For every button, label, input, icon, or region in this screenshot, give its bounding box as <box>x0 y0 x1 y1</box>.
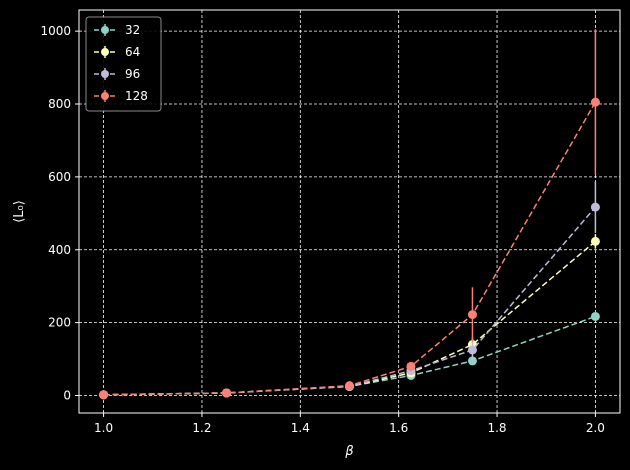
legend-swatch-marker <box>101 48 109 56</box>
legend-item: 128 <box>94 89 148 103</box>
data-point <box>222 388 232 398</box>
data-point <box>345 381 354 391</box>
legend-item: 96 <box>94 67 140 81</box>
y-tick-label: 0 <box>63 389 71 403</box>
legend: 32 64 96 128 <box>85 16 162 112</box>
legend-swatch-marker <box>101 26 109 34</box>
series-line <box>103 101 597 396</box>
legend-label: 32 <box>125 23 140 37</box>
y-tick-label: 600 <box>48 170 71 184</box>
data-point <box>590 236 600 246</box>
x-axis: 1.0 1.2 1.4 1.6 1.8 2.0 <box>94 413 605 435</box>
grid <box>79 10 620 413</box>
legend-swatch-marker <box>101 70 109 78</box>
y-tick-label: 1000 <box>40 24 71 38</box>
legend-item: 64 <box>94 45 140 59</box>
data-point <box>590 311 600 321</box>
x-tick-label: 1.2 <box>192 421 211 435</box>
plot-frame <box>78 9 621 414</box>
x-axis-label: β <box>344 444 353 459</box>
legend-item: 32 <box>94 23 140 37</box>
y-axis: 0 200 400 600 800 1000 <box>40 24 79 403</box>
data-point <box>406 361 416 371</box>
data-point <box>467 345 477 355</box>
x-tick-label: 1.4 <box>291 421 310 435</box>
y-axis-label: ⟨L₀⟩ <box>12 200 27 223</box>
x-tick-label: 2.0 <box>586 421 605 435</box>
series-128 <box>99 29 600 400</box>
y-tick-label: 800 <box>48 97 71 111</box>
series-group <box>99 29 600 400</box>
data-point <box>467 310 477 320</box>
data-point <box>590 202 600 212</box>
y-tick-label: 200 <box>48 316 71 330</box>
legend-label: 64 <box>125 45 140 59</box>
x-tick-label: 1.0 <box>94 421 113 435</box>
data-point <box>590 97 600 107</box>
x-tick-label: 1.8 <box>487 421 506 435</box>
legend-label: 96 <box>125 67 140 81</box>
legend-swatch-marker <box>101 92 109 100</box>
data-point <box>99 390 109 400</box>
y-tick-label: 400 <box>48 243 71 257</box>
x-tick-label: 1.6 <box>389 421 408 435</box>
legend-label: 128 <box>125 89 148 103</box>
legend-box <box>85 16 162 112</box>
